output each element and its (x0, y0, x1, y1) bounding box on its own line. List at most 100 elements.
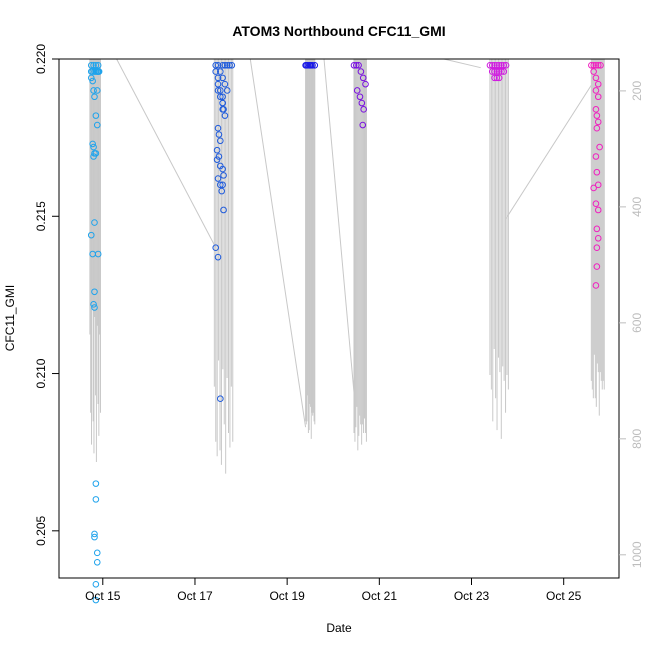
data-point (94, 61, 102, 69)
y-axis-label: CFC11_GMI (3, 285, 17, 351)
data-point (90, 143, 97, 151)
plot-frame (58, 58, 620, 579)
data-point (91, 219, 98, 226)
data-point (91, 530, 98, 538)
data-point (217, 93, 224, 101)
data-points (87, 61, 604, 604)
data-point (217, 395, 224, 403)
right-tick-label: 800 (630, 428, 644, 448)
data-point (593, 225, 601, 233)
data-point (500, 61, 508, 69)
data-point (93, 549, 101, 557)
data-point (498, 61, 505, 69)
data-point (592, 106, 600, 113)
data-point (593, 244, 601, 252)
data-point (92, 580, 100, 588)
data-point (592, 74, 600, 82)
y-tick-label: 0.205 (34, 515, 48, 545)
x-tick-label: Oct 15 (85, 589, 121, 603)
x-tick-label: Oct 25 (546, 589, 582, 603)
data-point (493, 61, 501, 69)
data-point (307, 61, 315, 69)
data-point (592, 87, 600, 94)
data-point (590, 68, 597, 75)
data-point (594, 80, 602, 88)
data-point (594, 61, 602, 69)
data-point (491, 61, 498, 69)
x-tick-label: Oct 17 (177, 589, 213, 603)
data-point (214, 74, 222, 82)
x-tick-label: Oct 19 (269, 589, 305, 603)
data-point (223, 61, 231, 69)
data-point (92, 112, 100, 119)
data-point (87, 231, 95, 239)
data-point (89, 77, 96, 85)
data-point (87, 61, 95, 69)
data-point (217, 68, 224, 75)
right-tick-label: 400 (630, 197, 644, 217)
data-point (594, 118, 602, 126)
data-point (355, 61, 362, 69)
data-point (353, 87, 361, 94)
data-point (593, 124, 601, 132)
transit-line (249, 58, 307, 428)
data-point (594, 93, 602, 101)
y-tick-label: 0.210 (34, 358, 48, 388)
right-tick-label: 600 (630, 313, 644, 333)
data-point (593, 263, 601, 270)
data-point (219, 106, 226, 113)
data-point (219, 93, 226, 101)
data-point (221, 61, 229, 69)
data-point (220, 206, 227, 214)
data-point (90, 87, 97, 94)
data-point (592, 282, 600, 289)
data-point (215, 131, 223, 138)
data-point (495, 74, 503, 82)
right-tick-label: 200 (630, 81, 644, 101)
data-point (91, 304, 98, 311)
data-point (214, 253, 222, 261)
right-axis: 200 400 600 800 1000 (619, 81, 644, 568)
transit-line (443, 58, 481, 69)
data-point (358, 99, 366, 107)
data-point (488, 68, 496, 75)
data-point (90, 153, 97, 160)
data-point (359, 74, 367, 82)
data-point (357, 68, 365, 75)
data-point (91, 93, 98, 101)
data-point (502, 61, 510, 69)
data-point (352, 61, 360, 69)
data-point (303, 61, 310, 69)
data-point (491, 68, 498, 75)
data-point (219, 61, 226, 69)
data-point (95, 68, 103, 75)
data-point (486, 61, 494, 69)
right-tick-label: 1000 (630, 541, 644, 568)
data-point (91, 533, 98, 541)
data-point (590, 61, 597, 69)
data-point (350, 61, 358, 69)
data-point (93, 121, 101, 129)
x-tick-label: Oct 23 (454, 589, 490, 603)
data-point (93, 558, 101, 566)
data-point (588, 61, 595, 69)
x-axis: Oct 15 Oct 17 Oct 19 Oct 21 Oct 23 Oct 25 (85, 577, 582, 603)
data-point (213, 156, 221, 163)
data-point (219, 181, 226, 189)
y-tick-label: 0.220 (34, 44, 48, 74)
data-point (228, 61, 236, 69)
data-point (594, 181, 602, 189)
data-point (94, 250, 102, 258)
data-point (226, 61, 233, 69)
data-point (495, 61, 503, 69)
x-tick-label: Oct 21 (362, 589, 398, 603)
data-point (500, 68, 508, 75)
y-tick-label: 0.215 (34, 201, 48, 231)
data-point (493, 68, 501, 75)
data-point (593, 168, 601, 176)
data-point (217, 181, 224, 189)
data-point (93, 87, 101, 94)
data-point (305, 61, 313, 69)
data-point (593, 112, 601, 119)
